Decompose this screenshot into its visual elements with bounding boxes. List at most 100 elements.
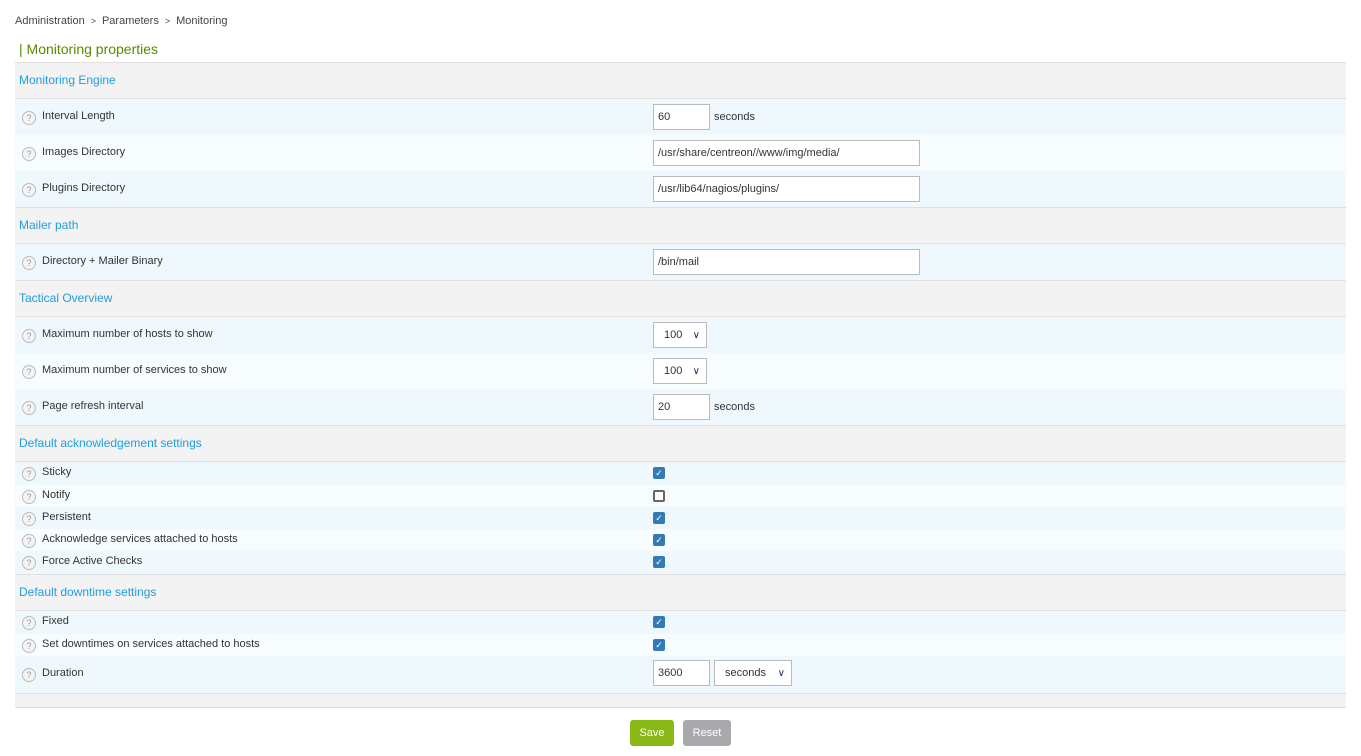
form-row: ? Acknowledge services attached to hosts ✓ <box>15 529 1346 551</box>
checkbox-checked[interactable]: ✓ <box>653 556 665 568</box>
breadcrumb-administration[interactable]: Administration <box>15 15 85 27</box>
section-header: Monitoring Engine <box>15 62 1346 99</box>
text-input[interactable]: /usr/share/centreon//www/img/media/ <box>653 140 920 166</box>
field-control: 3600 seconds ∨ <box>653 660 792 686</box>
form-row: ? Directory + Mailer Binary/bin/mail <box>15 244 1346 280</box>
help-icon[interactable]: ? <box>22 111 36 125</box>
checkmark-icon: ✓ <box>655 617 663 627</box>
field-control: 100 ∨ <box>653 358 707 384</box>
help-icon[interactable]: ? <box>22 401 36 415</box>
field-label: Persistent <box>42 511 91 523</box>
form-row: ? Duration 3600 seconds ∨ <box>15 656 1346 693</box>
help-icon[interactable]: ? <box>22 616 36 630</box>
breadcrumb-parameters[interactable]: Parameters <box>101 15 159 27</box>
field-control: 60 seconds <box>653 104 755 130</box>
form-row: ? Notify <box>15 485 1346 507</box>
select-value: 100 <box>664 329 683 341</box>
field-label: Directory + Mailer Binary <box>42 255 163 267</box>
checkbox-checked[interactable]: ✓ <box>653 512 665 524</box>
section-header: Default downtime settings <box>15 574 1346 611</box>
text-input[interactable]: 20 <box>653 394 710 420</box>
number-select[interactable]: 100 ∨ <box>653 358 707 384</box>
page-title: | Monitoring properties <box>19 41 159 57</box>
checkbox-checked[interactable]: ✓ <box>653 639 665 651</box>
text-input[interactable]: 60 <box>653 104 710 130</box>
checkbox-checked[interactable]: ✓ <box>653 534 665 546</box>
help-icon[interactable]: ? <box>22 467 36 481</box>
save-button[interactable]: Save <box>630 720 674 746</box>
field-control: ✓ <box>653 556 665 568</box>
help-icon[interactable]: ? <box>22 668 36 682</box>
form-row: ? Images Directory/usr/share/centreon//ww… <box>15 135 1346 171</box>
checkmark-icon: ✓ <box>655 535 663 545</box>
field-control: 100 ∨ <box>653 322 707 348</box>
chevron-down-icon: ∨ <box>692 365 700 377</box>
help-icon[interactable]: ? <box>22 490 36 504</box>
help-icon[interactable]: ? <box>22 534 36 548</box>
select-value: seconds <box>725 667 766 679</box>
field-control: /bin/mail <box>653 249 920 275</box>
field-label: Fixed <box>42 615 69 627</box>
field-label: Maximum number of services to show <box>42 364 227 376</box>
breadcrumb-separator: > <box>164 16 171 26</box>
select-value: 100 <box>664 365 683 377</box>
number-select[interactable]: 100 ∨ <box>653 322 707 348</box>
field-control: ✓ <box>653 616 665 628</box>
checkbox-checked[interactable]: ✓ <box>653 467 665 479</box>
field-control: ✓ <box>653 639 665 651</box>
field-control: ✓ <box>653 467 665 479</box>
section-header: Tactical Overview <box>15 280 1346 317</box>
field-control: /usr/share/centreon//www/img/media/ <box>653 140 920 166</box>
form-row: ? Interval Length 60 seconds <box>15 99 1346 135</box>
field-label: Maximum number of hosts to show <box>42 328 213 340</box>
field-label: Set downtimes on services attached to ho… <box>42 638 260 650</box>
help-icon[interactable]: ? <box>22 512 36 526</box>
help-icon[interactable]: ? <box>22 639 36 653</box>
unit-label: seconds <box>714 111 755 123</box>
chevron-down-icon: ∨ <box>692 329 700 341</box>
help-icon[interactable]: ? <box>22 365 36 379</box>
field-label: Images Directory <box>42 146 126 158</box>
text-input[interactable]: /usr/lib64/nagios/plugins/ <box>653 176 920 202</box>
field-control: ✓ <box>653 534 665 546</box>
checkmark-icon: ✓ <box>655 557 663 567</box>
monitoring-properties-form: Monitoring Engine? Interval Length 60 secon… <box>15 62 1346 708</box>
form-row: ? Set downtimes on services attached to h… <box>15 634 1346 656</box>
text-input[interactable]: /bin/mail <box>653 249 920 275</box>
field-control: /usr/lib64/nagios/plugins/ <box>653 176 920 202</box>
field-label: Sticky <box>42 466 72 478</box>
help-icon[interactable]: ? <box>22 256 36 270</box>
form-row: ? Maximum number of services to show 100 ∨ <box>15 353 1346 389</box>
checkmark-icon: ✓ <box>655 640 663 650</box>
breadcrumb: Administration > Parameters > Monitoring <box>15 15 227 27</box>
field-label: Duration <box>42 667 84 679</box>
form-row: ? Persistent ✓ <box>15 507 1346 529</box>
field-label: Page refresh interval <box>42 400 144 412</box>
checkmark-icon: ✓ <box>655 468 663 478</box>
field-control <box>653 490 665 502</box>
form-footer <box>15 693 1346 708</box>
help-icon[interactable]: ? <box>22 147 36 161</box>
breadcrumb-separator: > <box>90 16 96 26</box>
checkmark-icon: ✓ <box>655 513 663 523</box>
unit-select[interactable]: seconds ∨ <box>714 660 792 686</box>
checkbox-unchecked[interactable] <box>653 490 665 502</box>
chevron-down-icon: ∨ <box>777 667 785 679</box>
form-row: ? Maximum number of hosts to show 100 ∨ <box>15 317 1346 353</box>
breadcrumb-monitoring[interactable]: Monitoring <box>176 15 228 27</box>
help-icon[interactable]: ? <box>22 556 36 570</box>
reset-button[interactable]: Reset <box>683 720 731 746</box>
text-input[interactable]: 3600 <box>653 660 710 686</box>
section-header: Mailer path <box>15 207 1346 244</box>
field-control: ✓ <box>653 512 665 524</box>
help-icon[interactable]: ? <box>22 183 36 197</box>
checkbox-checked[interactable]: ✓ <box>653 616 665 628</box>
unit-label: seconds <box>714 401 755 413</box>
help-icon[interactable]: ? <box>22 329 36 343</box>
form-row: ? Page refresh interval 20 seconds <box>15 389 1346 425</box>
field-label: Force Active Checks <box>42 555 143 567</box>
field-label: Interval Length <box>42 110 115 122</box>
section-header: Default acknowledgement settings <box>15 425 1346 462</box>
field-control: 20 seconds <box>653 394 755 420</box>
field-label: Acknowledge services attached to hosts <box>42 533 238 545</box>
